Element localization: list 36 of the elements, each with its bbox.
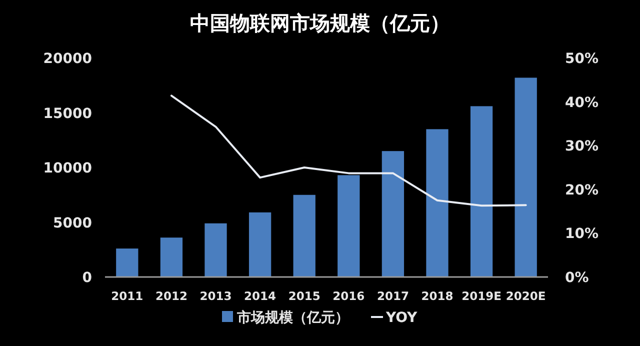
- y-tick-label: 0: [82, 270, 92, 286]
- x-tick-label: 2011: [111, 289, 144, 303]
- bar: [204, 223, 227, 277]
- y2-tick-label: 10%: [565, 226, 599, 242]
- bar: [470, 106, 493, 277]
- bar: [382, 151, 404, 277]
- x-tick-label: 2020E: [506, 289, 546, 303]
- legend-bar: 市场规模（亿元）: [222, 310, 349, 326]
- x-tick-label: 2016: [332, 289, 365, 303]
- y-tick-label: 20000: [43, 51, 92, 67]
- x-tick-label: 2018: [421, 289, 454, 303]
- y2-tick-label: 50%: [565, 51, 599, 67]
- legend-label: 市场规模（亿元）: [236, 309, 349, 326]
- bar: [338, 175, 360, 277]
- x-tick-label: 2014: [244, 289, 276, 303]
- bar: [426, 129, 448, 277]
- x-tick-label: 2012: [155, 289, 188, 303]
- chart-title: 中国物联网市场规模（亿元）: [190, 11, 450, 35]
- bar: [248, 212, 272, 277]
- y-tick-label: 5000: [53, 215, 92, 232]
- bar: [514, 78, 537, 277]
- bar: [160, 238, 183, 277]
- y2-tick-label: 20%: [565, 182, 599, 198]
- y-tick-label: 10000: [43, 160, 92, 176]
- x-tick-label: 2019E: [462, 289, 502, 303]
- y-tick-label: 15000: [43, 106, 92, 122]
- x-tick-label: 2015: [288, 289, 320, 303]
- x-tick-label: 2013: [200, 289, 232, 303]
- legend-label: YOY: [385, 310, 418, 326]
- legend-line: YOY: [371, 310, 418, 326]
- x-tick-label: 2017: [376, 289, 409, 303]
- y2-tick-label: 0%: [565, 270, 589, 286]
- y2-tick-label: 30%: [565, 138, 599, 155]
- bar: [293, 194, 316, 277]
- bar: [116, 248, 138, 277]
- y2-tick-label: 40%: [565, 94, 599, 111]
